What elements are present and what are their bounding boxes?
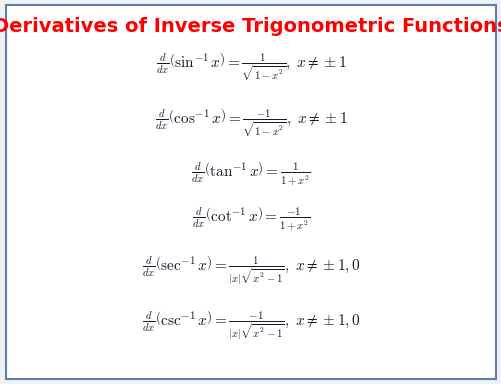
FancyBboxPatch shape xyxy=(6,5,495,379)
Text: $\frac{d}{dx}\left(\cos^{-1}x\right) = \frac{-1}{\sqrt{1-x^2}},\; x\neq \pm 1$: $\frac{d}{dx}\left(\cos^{-1}x\right) = \… xyxy=(154,107,347,139)
Text: $\frac{d}{dx}\left(\sin^{-1}x\right) = \frac{1}{\sqrt{1-x^2}},\; x\neq \pm 1$: $\frac{d}{dx}\left(\sin^{-1}x\right) = \… xyxy=(155,51,346,83)
Text: $\frac{d}{dx}\left(\cot^{-1}x\right) = \frac{-1}{1+x^2}$: $\frac{d}{dx}\left(\cot^{-1}x\right) = \… xyxy=(191,205,310,233)
Text: $\frac{d}{dx}\left(\sec^{-1}x\right) = \frac{1}{|x|\sqrt{x^2-1}},\; x\neq \pm 1,: $\frac{d}{dx}\left(\sec^{-1}x\right) = \… xyxy=(141,255,360,287)
Text: Derivatives of Inverse Trigonometric Functions: Derivatives of Inverse Trigonometric Fun… xyxy=(0,17,501,36)
Text: $\frac{d}{dx}\left(\tan^{-1}x\right) = \frac{1}{1+x^2}$: $\frac{d}{dx}\left(\tan^{-1}x\right) = \… xyxy=(191,161,310,189)
Text: $\frac{d}{dx}\left(\csc^{-1}x\right) = \frac{-1}{|x|\sqrt{x^2-1}},\; x\neq \pm 1: $\frac{d}{dx}\left(\csc^{-1}x\right) = \… xyxy=(141,310,360,343)
